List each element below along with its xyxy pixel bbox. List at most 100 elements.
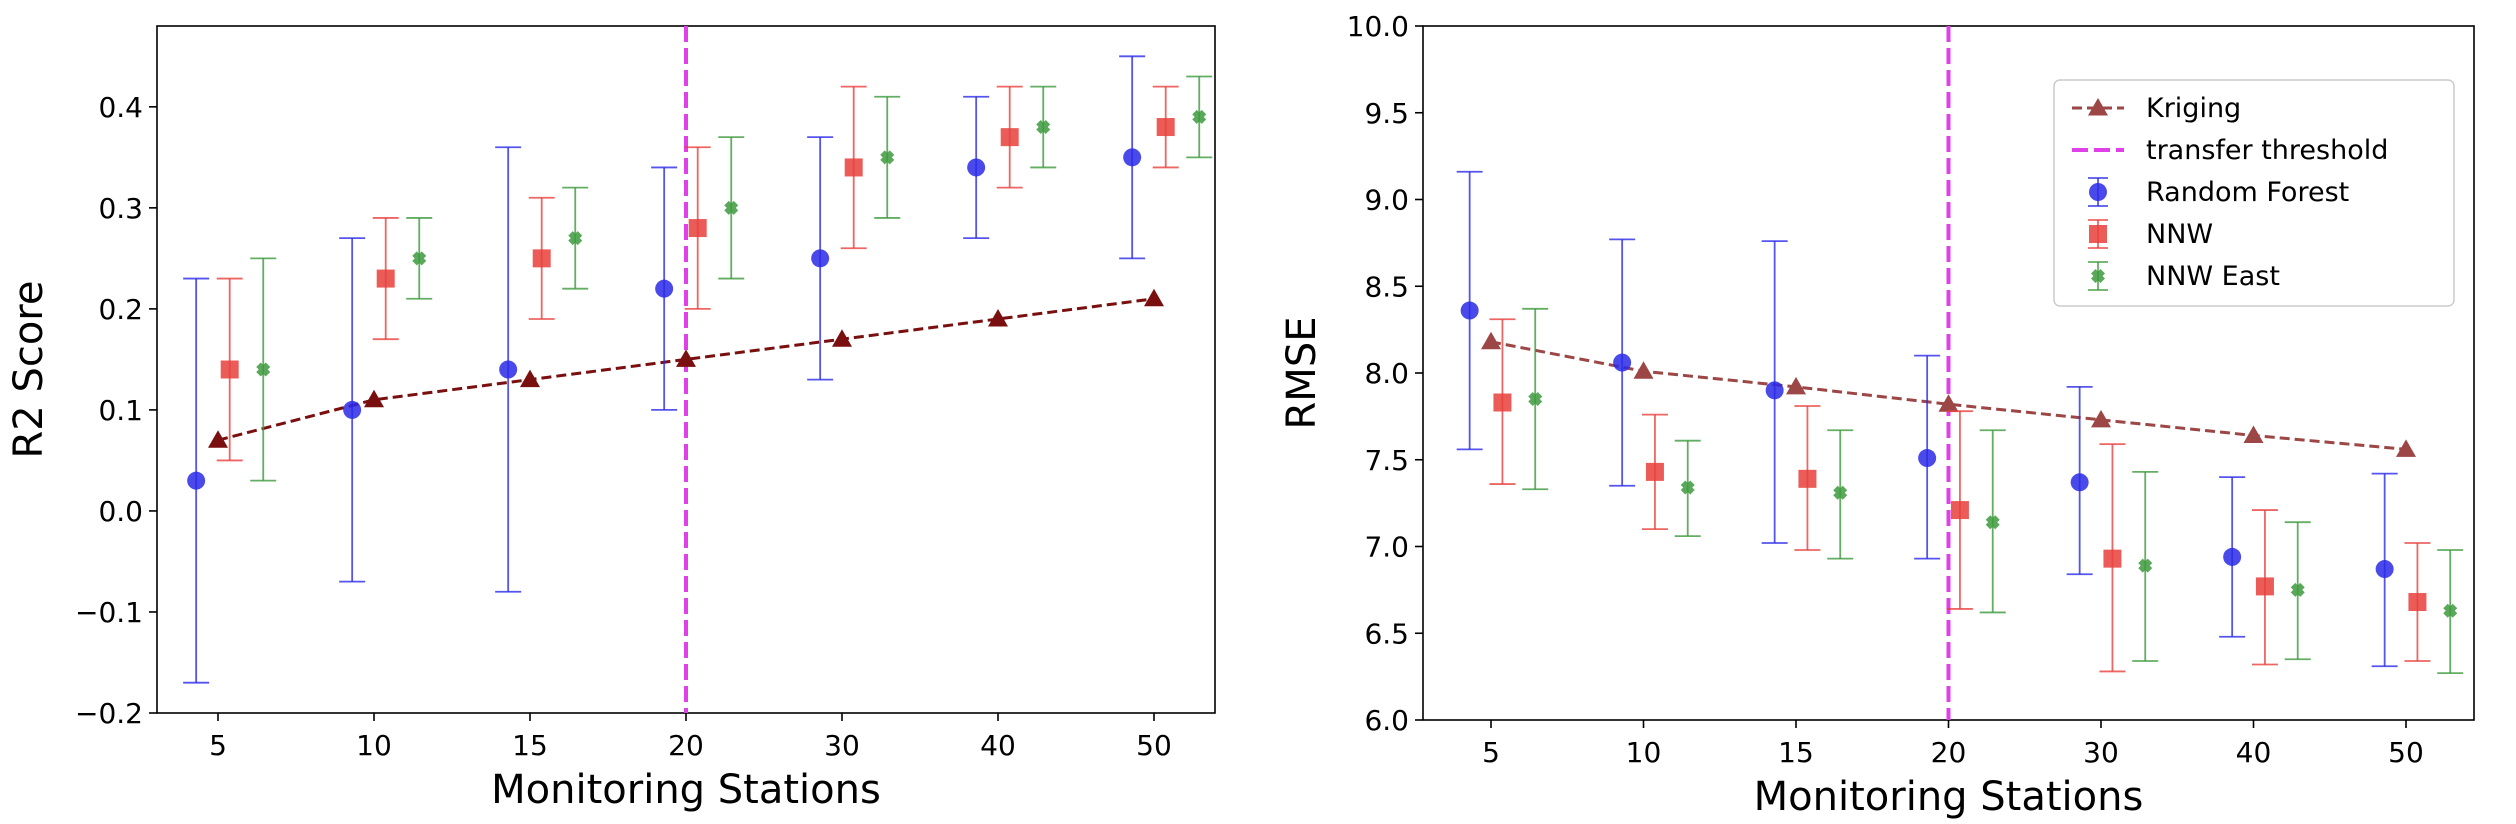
y-axis-label: R2 Score (6, 281, 52, 459)
nnw-east-point (1680, 480, 1695, 495)
y-tick-label: 9.0 (1364, 184, 1409, 217)
random-forest-point (1765, 381, 1784, 400)
x-tick-label: 10 (356, 729, 392, 762)
nnw-point (1156, 118, 1175, 137)
x-tick-label: 30 (824, 729, 860, 762)
legend-entry-kriging: Kriging (2072, 93, 2241, 124)
random-forest-point (2070, 473, 2089, 492)
kriging-point (2091, 409, 2111, 428)
series-nnw-east (250, 75, 1213, 482)
random-forest-point (967, 158, 986, 177)
nnw-point (1798, 469, 1817, 488)
x-tick-label: 10 (1626, 736, 1662, 769)
nnw-east-point (2138, 558, 2153, 573)
nnw-east-point (1833, 485, 1848, 500)
y-tick-label: 6.5 (1364, 617, 1409, 650)
random-forest-point (187, 471, 206, 490)
nnw-point (844, 158, 863, 177)
nnw-point (688, 219, 707, 238)
kriging-point (1144, 288, 1164, 307)
nnw-point (532, 249, 551, 268)
random-forest-point (343, 400, 362, 419)
legend-label: transfer threshold (2146, 135, 2388, 166)
nnw-east-point (256, 362, 271, 377)
nnw-point (2103, 549, 2122, 568)
legend-entry-nnw-east: NNW East (2088, 261, 2280, 292)
legend-entry-nnw: NNW (2088, 219, 2213, 250)
series-nnw (1489, 318, 2431, 673)
kriging-point (1786, 376, 1806, 395)
nnw-east-point (2443, 603, 2458, 618)
random-forest-point (1123, 148, 1142, 167)
y-tick-label: 9.5 (1364, 97, 1409, 130)
x-axis-label: Monitoring Stations (491, 767, 881, 813)
x-tick-label: 20 (668, 729, 704, 762)
r2-score-panel: −0.2 −0.1 0.0 0.1 0.2 0.3 0.4 5 10 15 20 30 40 50 Moni… (6, 25, 1216, 813)
legend-entry-transfer-threshold: transfer threshold (2072, 135, 2388, 166)
y-tick-label: 0.2 (98, 293, 143, 326)
y-tick-label: 10.0 (1347, 10, 1409, 43)
nnw-point (2408, 593, 2427, 612)
kriging-point (988, 308, 1008, 327)
x-tick-label: 30 (2083, 736, 2119, 769)
x-tick-label: 50 (2388, 736, 2424, 769)
nnw-east-point (2290, 582, 2305, 597)
series-nnw (216, 85, 1179, 462)
kriging-point (364, 389, 384, 408)
x-axis-label: Monitoring Stations (1754, 774, 2144, 820)
legend-swatch-marker (2089, 183, 2107, 201)
y-tick-label: 8.5 (1364, 270, 1409, 303)
random-forest-point (1918, 449, 1937, 468)
random-forest-point (1613, 353, 1632, 372)
x-tick-label: 5 (209, 729, 227, 762)
nnw-point (1000, 128, 1019, 147)
kriging-point (1633, 361, 1654, 379)
legend-label: Kriging (2146, 93, 2241, 124)
kriging-point (1938, 394, 1959, 412)
series-random-forest (1456, 170, 2398, 668)
x-tick-label: 5 (1482, 736, 1500, 769)
legend: Kriging transfer threshold Random Forest NN… (2053, 79, 2455, 307)
nnw-east-point (412, 251, 427, 266)
kriging-point (2396, 439, 2416, 457)
legend-label: Random Forest (2146, 177, 2349, 208)
x-tick-label: 50 (1136, 729, 1172, 762)
random-forest-point (499, 360, 518, 379)
nnw-east-point (1528, 392, 1543, 407)
nnw-east-point (880, 150, 895, 165)
x-tick-label: 40 (2236, 736, 2272, 769)
random-forest-point (1460, 301, 1479, 320)
nnw-point (220, 360, 239, 379)
legend-swatch-marker (2089, 225, 2107, 243)
kriging-point (208, 430, 228, 448)
y-tick-label: 0.4 (98, 91, 143, 124)
random-forest-point (655, 279, 674, 298)
y-tick-label: 0.1 (98, 394, 143, 427)
series-kriging (208, 288, 1164, 448)
nnw-point (1645, 462, 1664, 481)
nnw-east-point (1985, 515, 2000, 530)
nnw-point (376, 269, 395, 288)
nnw-east-point (1036, 120, 1051, 135)
series-kriging (1481, 331, 2416, 457)
legend-entry-random-forest: Random Forest (2088, 177, 2349, 208)
series-nnw-east (1522, 307, 2464, 675)
x-tick-label: 40 (980, 729, 1016, 762)
legend-swatch-marker (2091, 269, 2105, 283)
legend-swatch-marker (2088, 98, 2108, 116)
y-tick-label: 0.3 (98, 192, 143, 225)
legend-label: NNW East (2146, 261, 2280, 292)
legend-box (2053, 79, 2455, 307)
y-tick-label: 7.5 (1364, 444, 1409, 477)
kriging-point (520, 369, 540, 388)
kriging-point (1481, 331, 1501, 350)
random-forest-point (2223, 547, 2242, 566)
nnw-east-point (1192, 109, 1207, 124)
y-tick-label: 7.0 (1364, 531, 1409, 564)
x-tick-label: 15 (512, 729, 548, 762)
series-random-forest (183, 55, 1146, 684)
nnw-point (1950, 501, 1969, 520)
x-tick-label: 15 (1778, 736, 1814, 769)
y-tick-label: −0.1 (75, 596, 143, 629)
